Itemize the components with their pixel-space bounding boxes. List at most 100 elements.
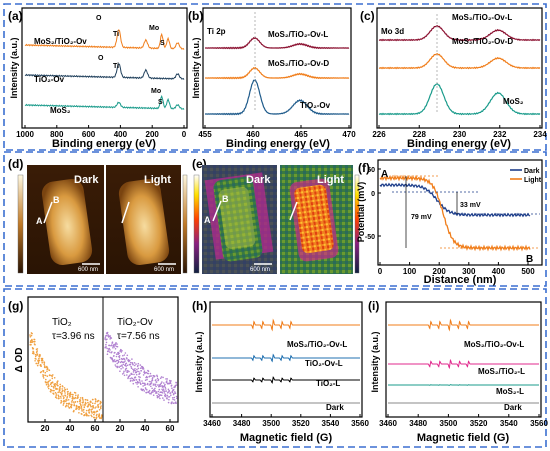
panel-g-point-a-405 [99, 415, 101, 417]
panel-g-point-a-89 [45, 372, 47, 374]
panel-e-point-a: A [204, 215, 211, 225]
panel-g-point-b-419 [176, 398, 178, 400]
panel-g-point-b-212 [141, 370, 143, 372]
panel-a-ylabel: Intensity (a.u.) [9, 37, 19, 98]
panel-g-point-a-214 [66, 403, 68, 405]
panel-c: (c) Mo 3d Binding energy (eV) 226 228 230 2… [360, 8, 547, 150]
panel-i-tick-label-2: 3500 [440, 419, 458, 428]
panel-g-point-a-294 [80, 400, 82, 402]
panel-g-point-a-221 [67, 393, 69, 395]
panel-g-point-a-293 [79, 401, 81, 403]
panel-b-xlabel: Binding energy (eV) [226, 138, 330, 150]
panel-g-point-b-260 [149, 390, 151, 392]
panel-e-colorbar [194, 175, 199, 273]
panel-a-tick-label-3: 400 [114, 130, 128, 139]
panel-g-point-a-406 [99, 409, 101, 411]
panel-g-point-b-417 [176, 396, 178, 398]
panel-g-point-a-118 [49, 375, 51, 377]
panel-g-point-a-310 [82, 399, 84, 401]
panel-g-point-b-354 [165, 388, 167, 390]
panel-f-tick-label-3: 300 [462, 267, 476, 276]
panel-g-point-a-369 [93, 405, 95, 407]
panel-g-point-a-52 [38, 358, 40, 360]
panel-g-point-b-275 [151, 388, 153, 390]
panel-g-point-a-0 [29, 334, 31, 336]
panel-g-point-b-267 [150, 386, 152, 388]
panel-g-point-b-114 [124, 375, 126, 377]
panel-g-point-b-259 [149, 381, 151, 383]
panel-g-point-b-197 [138, 371, 140, 373]
panel-g-point-a-30 [34, 360, 36, 362]
panel-g-point-a-215 [66, 399, 68, 401]
panel-g-point-b-384 [170, 394, 172, 396]
panel-g-point-b-395 [172, 397, 174, 399]
panel-g-point-a-206 [65, 389, 67, 391]
panel-g-point-b-87 [119, 370, 121, 372]
panel-g-point-b-270 [151, 375, 153, 377]
panel-g-point-b-152 [130, 366, 132, 368]
panel-g-point-b-68 [116, 353, 118, 355]
panel-i-tick-label-3: 3520 [470, 419, 488, 428]
panel-g-point-b-297 [155, 379, 157, 381]
panel-e-scalebar-1: 600 nm [250, 267, 270, 273]
panel-d-scalebar-1: 600 nm [78, 267, 98, 273]
panel-g-point-b-29 [109, 349, 111, 351]
panel-g-point-a-179 [60, 396, 62, 398]
panel-i-series-line-0 [388, 320, 539, 330]
panel-g-point-b-184 [136, 379, 138, 381]
panel-g-point-a-363 [91, 408, 93, 410]
panel-g-point-a-264 [75, 401, 77, 403]
panel-g-point-a-28 [34, 341, 36, 343]
panel-g-point-a-340 [88, 405, 90, 407]
panel-c-series-3: MoS₂ [503, 97, 524, 106]
panel-g: (g) Δ OD 20 40 60 20 40 60 TiO₂ τ=3.96 ns TiO… [8, 297, 178, 433]
panel-g-point-b-192 [137, 365, 139, 367]
panel-b-series-2: MoS₂/TiO₂-Ov-D [268, 59, 329, 68]
panel-g-point-b-80 [118, 361, 120, 363]
panel-g-point-a-331 [86, 410, 88, 412]
panel-g-point-b-418 [176, 384, 178, 386]
panel-g-point-b-185 [136, 374, 138, 376]
panel-g-point-a-99 [46, 370, 48, 372]
panel-g-point-a-321 [84, 405, 86, 407]
panel-g-point-b-89 [120, 365, 122, 367]
panel-g-point-a-65 [40, 365, 42, 367]
panel-g-point-a-300 [81, 406, 83, 408]
panel-b-title: Ti 2p [207, 27, 226, 36]
panel-g-point-a-280 [77, 397, 79, 399]
panel-h: (h) Intensity (a.u.) Magnetic field (G) … [192, 299, 369, 444]
panel-g-point-a-218 [67, 396, 69, 398]
panel-i-xticks: 3460 3480 3500 3520 3540 3560 [379, 414, 548, 428]
panel-g-point-a-126 [51, 385, 53, 387]
panel-g-point-b-177 [135, 370, 137, 372]
panel-f-dark-line [380, 184, 530, 216]
panel-g-point-b-57 [114, 352, 116, 354]
panel-g-point-b-364 [167, 395, 169, 397]
panel-a-tick-label-2: 600 [82, 130, 96, 139]
panel-g-point-b-52 [113, 355, 115, 357]
panel-g-point-b-125 [126, 368, 128, 370]
panel-g-point-a-122 [50, 391, 52, 393]
panel-g-point-b-361 [166, 380, 168, 382]
panel-a-tick-label-1: 800 [50, 130, 64, 139]
panel-g-point-b-359 [166, 382, 168, 384]
panel-g-point-b-284 [153, 394, 155, 396]
panel-g-point-a-101 [47, 375, 49, 377]
panel-g-point-b-131 [127, 371, 129, 373]
panel-g-point-b-188 [136, 371, 138, 373]
panel-a-xticks: 1000 800 600 400 200 0 [16, 125, 187, 139]
panel-h-xticks: 3460 3480 3500 3520 3540 3560 [203, 414, 369, 428]
panel-g-point-a-192 [62, 390, 64, 392]
panel-i-series-line-2 [388, 385, 539, 386]
panel-g-point-a-148 [55, 383, 57, 385]
panel-g-point-b-124 [126, 363, 128, 365]
panel-g-point-a-251 [72, 394, 74, 396]
panel-g-point-b-169 [133, 374, 135, 376]
panel-a-peak-o1: O [96, 15, 102, 22]
panel-g-point-b-5 [105, 344, 107, 346]
panel-g-point-a-265 [75, 397, 77, 399]
panel-c-letter: (c) [360, 9, 375, 23]
panel-h-series-line-0 [212, 320, 360, 330]
panel-e-dark-label: Dark [246, 174, 271, 186]
panel-g-right-tick-label-2: 60 [166, 424, 175, 433]
